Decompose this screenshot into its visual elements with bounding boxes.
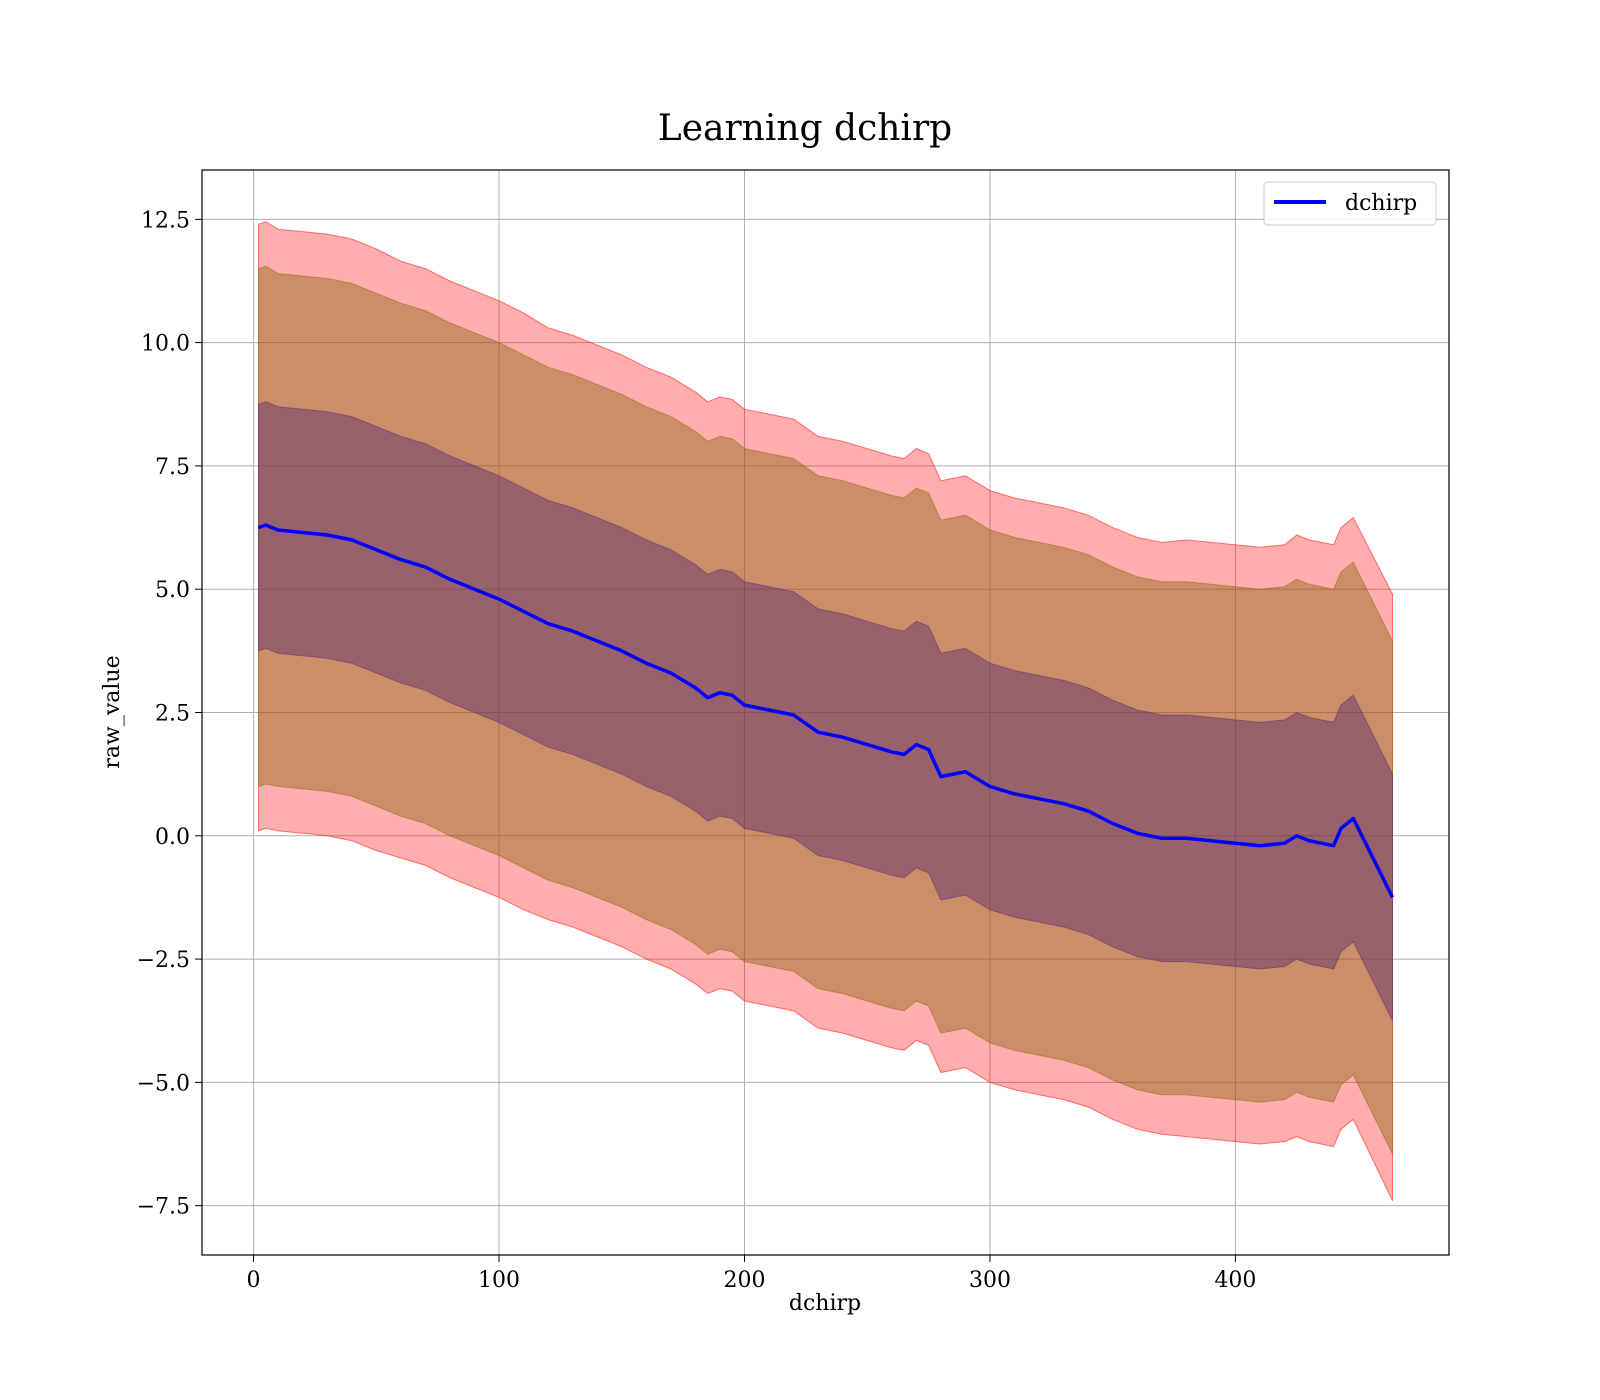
- grid: [202, 170, 1449, 1255]
- x-axis-ticks: 0 100 200 300 400: [247, 1255, 1256, 1293]
- x-tick-label-3: 300: [969, 1268, 1011, 1293]
- band-2: [258, 401, 1393, 1021]
- y-tick-label-0: −7.5: [137, 1195, 190, 1220]
- y-tick-label-7: 10.0: [141, 332, 190, 357]
- confidence-bands: [258, 221, 1393, 1202]
- legend-box: [1263, 181, 1437, 226]
- legend: dchirp: [1263, 181, 1437, 226]
- x-tick-label-1: 100: [478, 1268, 520, 1293]
- y-tick-label-6: 7.5: [155, 455, 190, 480]
- chart-title: Learning dchirp: [658, 108, 952, 149]
- band-1: [258, 265, 1393, 1155]
- y-tick-label-8: 12.5: [141, 208, 190, 233]
- y-tick-label-4: 2.5: [155, 702, 190, 727]
- legend-label-dchirp: dchirp: [1345, 191, 1417, 216]
- x-tick-label-0: 0: [247, 1268, 261, 1293]
- series-lines: [257, 523, 1395, 899]
- x-tick-label-4: 400: [1214, 1268, 1256, 1293]
- series-line-dchirp: [257, 523, 1395, 899]
- y-tick-label-3: 0.0: [155, 825, 190, 850]
- y-tick-label-2: −2.5: [137, 948, 190, 973]
- y-tick-label-5: 5.0: [155, 578, 190, 603]
- y-tick-label-1: −5.0: [137, 1071, 190, 1096]
- y-axis-ticks: −7.5 −5.0 −2.5 0.0 2.5 5.0 7.5 10.0 12.5: [137, 208, 202, 1220]
- x-tick-label-2: 200: [723, 1268, 765, 1293]
- band-0: [258, 221, 1393, 1202]
- y-axis-label: raw_value: [100, 655, 125, 768]
- x-axis-label: dchirp: [789, 1291, 861, 1316]
